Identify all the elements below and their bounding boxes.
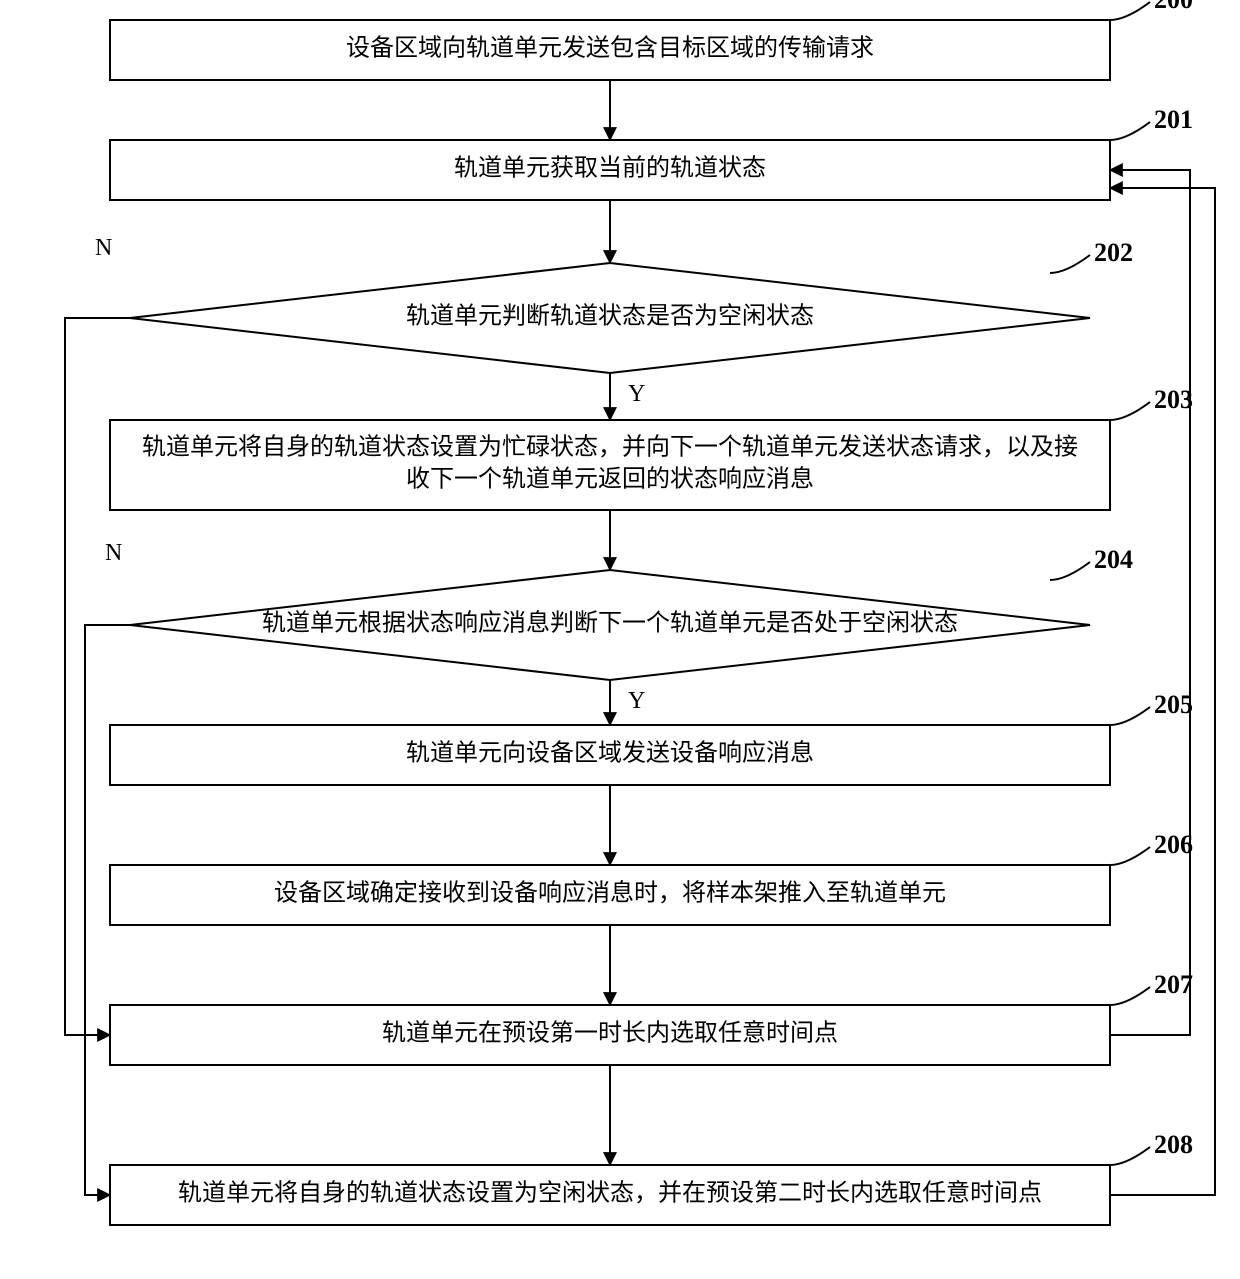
process-203 [110,420,1110,510]
step-label-201: 201 [1154,105,1193,134]
step-label-208: 208 [1154,1130,1193,1159]
leader-201 [1110,122,1150,140]
label-no-204: N [105,540,122,566]
leader-204 [1050,562,1090,580]
process-205-text: 轨道单元向设备区域发送设备响应消息 [406,740,814,767]
process-201-text: 轨道单元获取当前的轨道状态 [454,155,766,182]
label-yes-202: Y [628,381,645,407]
leader-200 [1110,2,1150,20]
leader-205 [1110,707,1150,725]
step-label-206: 206 [1154,830,1193,859]
leader-203 [1110,402,1150,420]
leader-207 [1110,987,1150,1005]
decision-204-text: 轨道单元根据状态响应消息判断下一个轨道单元是否处于空闲状态 [262,610,958,637]
step-label-202: 202 [1094,238,1133,267]
label-no-202: N [95,235,112,261]
step-label-203: 203 [1154,385,1193,414]
leader-208 [1110,1147,1150,1165]
process-208-text: 轨道单元将自身的轨道状态设置为空闲状态，并在预设第二时长内选取任意时间点 [178,1180,1042,1207]
leader-206 [1110,847,1150,865]
step-label-207: 207 [1154,970,1193,999]
step-label-204: 204 [1094,545,1133,574]
process-203-text-line1: 轨道单元将自身的轨道状态设置为忙碌状态，并向下一个轨道单元发送状态请求，以及接 [142,434,1078,461]
label-yes-204: Y [628,688,645,714]
process-203-text-line2: 收下一个轨道单元返回的状态响应消息 [406,466,814,493]
process-200-text: 设备区域向轨道单元发送包含目标区域的传输请求 [346,35,874,62]
decision-202-text: 轨道单元判断轨道状态是否为空闲状态 [406,303,814,330]
process-207-text: 轨道单元在预设第一时长内选取任意时间点 [382,1020,838,1047]
step-label-205: 205 [1154,690,1193,719]
loop-207-to-201 [1110,170,1190,1035]
leader-202 [1050,255,1090,273]
step-label-200: 200 [1154,0,1193,14]
process-206-text: 设备区域确定接收到设备响应消息时，将样本架推入至轨道单元 [274,880,946,907]
